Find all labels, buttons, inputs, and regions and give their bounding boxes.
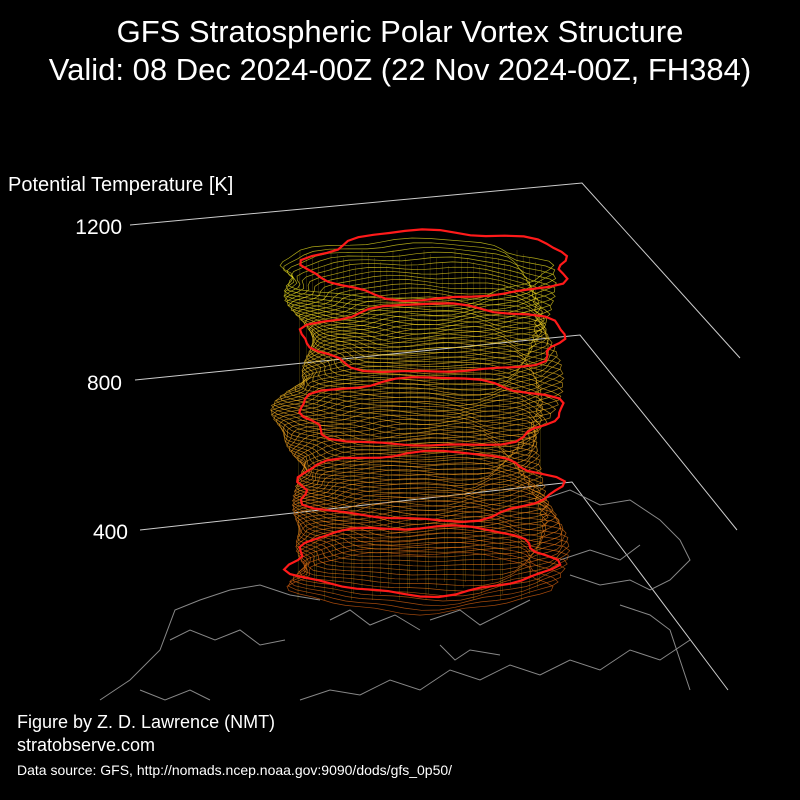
vortex-wall-streak	[516, 249, 520, 583]
vortex-layer	[290, 274, 551, 339]
vortex-layer	[270, 374, 551, 439]
vortex-layer	[304, 337, 562, 402]
vortex-layer	[292, 477, 549, 542]
vortex-layer	[289, 542, 562, 607]
vortex-layer	[284, 261, 556, 326]
vortex-wall-streak	[498, 257, 501, 601]
tick-label-1200: 1200	[75, 216, 122, 239]
gridline-1200	[129, 182, 741, 359]
vortex-layer	[286, 266, 554, 331]
data-source: Data source: GFS, http://nomads.ncep.noa…	[17, 762, 453, 778]
vortex-layer	[293, 537, 566, 602]
highlight-contour-600	[296, 449, 567, 524]
vortex-layer	[308, 305, 548, 367]
vortex-layer	[283, 246, 557, 311]
vortex-layer	[288, 351, 563, 416]
vortex-layer	[297, 442, 544, 507]
vortex-layer	[270, 378, 548, 443]
vortex-layer	[297, 501, 563, 563]
vortex-wall-streak	[465, 257, 468, 583]
vortex-layer	[287, 270, 552, 335]
vortex-layer	[295, 496, 562, 558]
coastline-map	[99, 489, 691, 701]
vortex-layer	[296, 514, 569, 576]
chart-title-line2: Valid: 08 Dec 2024-00Z (22 Nov 2024-00Z,…	[48, 52, 752, 87]
axis-label: Potential Temperature [K]	[8, 174, 234, 196]
vortex-layer	[294, 446, 544, 511]
vortex-layer	[286, 414, 537, 476]
vortex-layer	[311, 315, 549, 377]
vortex-layer	[292, 279, 548, 344]
vortex-layer	[286, 552, 554, 616]
website-credit: stratobserve.com	[17, 735, 156, 755]
vortex-layer	[297, 437, 542, 502]
vortex-layer	[304, 332, 561, 396]
vortex-wall-streak	[312, 257, 315, 589]
vortex-layer	[297, 432, 541, 497]
vortex-layers	[270, 237, 571, 616]
vortex-layer	[299, 287, 543, 352]
vortex-wall-streak	[539, 265, 542, 583]
vortex-wall-streak	[386, 265, 389, 589]
vortex-layer	[294, 532, 568, 597]
highlight-contour-800	[298, 376, 565, 447]
vortex-wall-streak	[316, 261, 319, 583]
vortex-wall-streak	[442, 261, 445, 583]
vortex-wall-streak	[461, 253, 464, 589]
highlight-contour-1200	[299, 228, 569, 303]
vortex-wall-streak	[353, 265, 356, 595]
highlight-contour-400	[282, 524, 562, 599]
vortex-highlights	[282, 228, 569, 599]
vortex-layer	[283, 356, 564, 421]
gridlines	[129, 182, 741, 691]
tick-label-800: 800	[86, 372, 122, 395]
vortex-wall-streak	[372, 257, 375, 601]
vortex-layer	[290, 423, 539, 486]
vortex-layer	[296, 505, 564, 567]
vortex-wall-streak	[409, 261, 412, 589]
vortex-wall-streak	[502, 261, 505, 595]
vortex-layer	[306, 328, 558, 391]
vortex-layer	[273, 369, 557, 434]
vortex-layer	[283, 256, 556, 321]
vortex-wall-streak	[428, 253, 431, 595]
vortex-layer	[292, 461, 548, 525]
vortex-layer	[304, 296, 547, 360]
vortex-wall-streak	[297, 249, 301, 601]
vortex-wall-streak	[423, 249, 427, 601]
vortex-layer	[271, 382, 543, 447]
vortex-layer	[293, 427, 540, 491]
vortex-layer	[299, 342, 564, 406]
vortex-layer	[291, 469, 548, 534]
vortex-layer	[278, 401, 539, 463]
gridline-400	[139, 481, 729, 691]
vortex-wall-streak	[330, 249, 334, 595]
vortex-layer	[289, 419, 538, 481]
chart-title-line1: GFS Stratospheric Polar Vortex Structure	[116, 14, 684, 49]
highlight-contour-1000	[298, 302, 567, 374]
vortex-wall-streak	[479, 265, 482, 595]
vortex-wall-streak	[405, 257, 408, 595]
vortex-wall-streak	[446, 265, 449, 601]
vortex-wall-streak	[521, 253, 524, 601]
tick-label-400: 400	[92, 521, 128, 544]
figure-credit: Figure by Z. D. Lawrence (NMT)	[17, 712, 276, 732]
gridline-800	[134, 334, 738, 531]
vortex-wall-streak	[483, 249, 487, 589]
vortex-layer	[283, 242, 556, 306]
